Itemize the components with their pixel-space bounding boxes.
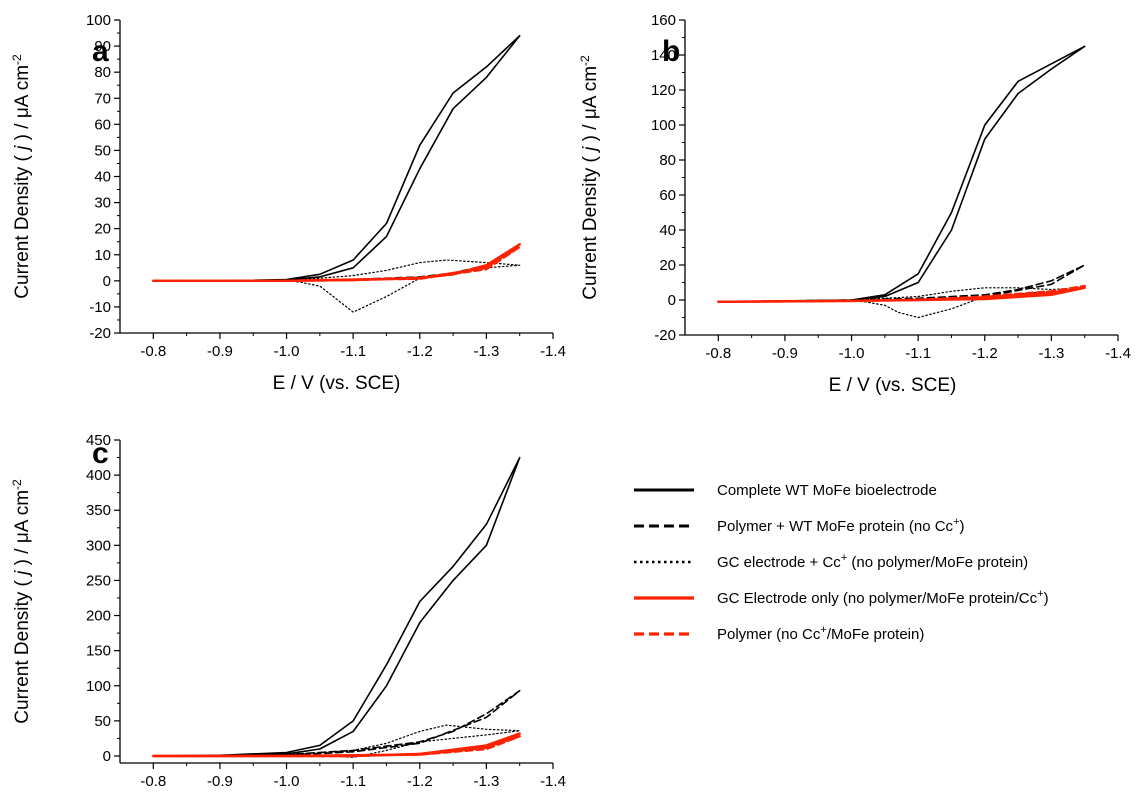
series-line bbox=[152, 243, 521, 282]
y-tick-label: 100 bbox=[86, 678, 111, 695]
y-tick-label: 160 bbox=[651, 12, 676, 29]
series-line bbox=[152, 245, 521, 282]
series-line bbox=[152, 259, 521, 313]
legend-label: GC Electrode only (no polymer/MoFe prote… bbox=[717, 588, 1049, 607]
y-tick-label: 400 bbox=[86, 467, 111, 484]
series-line bbox=[152, 735, 521, 758]
legend-item: GC electrode + Cc+​ (no polymer/MoFe pro… bbox=[634, 552, 1028, 571]
legend-item: Polymer + WT MoFe protein (no Cc+​) bbox=[634, 516, 965, 535]
y-tick-label: 150 bbox=[86, 643, 111, 660]
x-tick-label: -1.2 bbox=[407, 343, 433, 360]
panel-letter: a bbox=[92, 35, 109, 68]
y-axis-label: Current Density ( j ) / μA cm-2 bbox=[10, 479, 33, 724]
y-tick-label: 0 bbox=[103, 273, 111, 290]
x-tick-label: -1.1 bbox=[340, 343, 366, 360]
y-tick-label: 20 bbox=[659, 257, 676, 274]
series-line bbox=[152, 246, 521, 282]
chart-panel-b: -20 0 20 40 60 80 100 120 140 160 -0.8 -0.9 -1.0 -1.1… bbox=[578, 12, 1131, 396]
x-tick-label: -0.9 bbox=[207, 773, 233, 790]
y-tick-label: 120 bbox=[651, 82, 676, 99]
x-axis-label: E / V (vs. SCE) bbox=[829, 375, 957, 396]
legend-label: Polymer (no Cc+​/MoFe protein) bbox=[717, 624, 924, 643]
legend-item: Polymer (no Cc+​/MoFe protein) bbox=[634, 624, 924, 643]
x-tick-label: -0.9 bbox=[772, 345, 798, 362]
x-tick-label: -1.3 bbox=[473, 773, 499, 790]
series-line bbox=[717, 284, 1086, 303]
y-tick-label: 0 bbox=[103, 748, 111, 765]
x-tick-label: -1.1 bbox=[905, 345, 931, 362]
panel-letter: c bbox=[92, 437, 109, 470]
legend-label: Complete WT MoFe bioelectrode bbox=[717, 482, 937, 499]
y-tick-label: 100 bbox=[651, 117, 676, 134]
legend-item: GC Electrode only (no polymer/MoFe prote… bbox=[634, 588, 1049, 607]
y-axis-label: Current Density ( j ) / μA cm-2 bbox=[10, 54, 33, 299]
y-tick-label: 50 bbox=[94, 142, 111, 159]
x-tick-label: -1.0 bbox=[274, 773, 300, 790]
legend: Complete WT MoFe bioelectrode Polymer + W… bbox=[634, 482, 1049, 643]
series-line bbox=[152, 34, 521, 282]
x-tick-label: -1.0 bbox=[839, 345, 865, 362]
y-tick-label: 250 bbox=[86, 572, 111, 589]
series-line bbox=[152, 689, 521, 757]
y-tick-label: -10 bbox=[89, 299, 111, 316]
series-line bbox=[152, 456, 521, 757]
x-tick-label: -1.1 bbox=[340, 773, 366, 790]
legend-label: Polymer + WT MoFe protein (no Cc+​) bbox=[717, 516, 965, 535]
legend-item: Complete WT MoFe bioelectrode bbox=[634, 482, 937, 499]
x-tick-label: -1.4 bbox=[540, 343, 566, 360]
x-tick-label: -1.3 bbox=[473, 343, 499, 360]
x-tick-label: -1.3 bbox=[1038, 345, 1064, 362]
series-line bbox=[717, 45, 1086, 303]
y-tick-label: 100 bbox=[86, 12, 111, 29]
y-tick-label: 10 bbox=[94, 247, 111, 264]
x-tick-label: -0.8 bbox=[140, 343, 166, 360]
y-tick-label: 30 bbox=[94, 195, 111, 212]
y-tick-label: 200 bbox=[86, 608, 111, 625]
x-tick-label: -1.2 bbox=[972, 345, 998, 362]
y-axis-label: Current Density ( j ) / μA cm-2 bbox=[578, 55, 601, 300]
y-tick-label: 80 bbox=[94, 64, 111, 81]
y-tick-label: 450 bbox=[86, 432, 111, 449]
y-tick-label: 140 bbox=[651, 47, 676, 64]
panel-letter: b bbox=[662, 35, 680, 68]
y-tick-label: 20 bbox=[94, 221, 111, 238]
x-tick-label: -0.8 bbox=[705, 345, 731, 362]
y-tick-label: 60 bbox=[659, 187, 676, 204]
y-tick-label: -20 bbox=[654, 327, 676, 344]
y-tick-label: 350 bbox=[86, 502, 111, 519]
y-tick-label: 60 bbox=[94, 116, 111, 133]
x-tick-label: -0.8 bbox=[140, 773, 166, 790]
y-tick-label: 90 bbox=[94, 38, 111, 55]
y-tick-label: -20 bbox=[89, 325, 111, 342]
x-tick-label: -1.4 bbox=[540, 773, 566, 790]
y-tick-label: 0 bbox=[668, 292, 676, 309]
legend-label: GC electrode + Cc+​ (no polymer/MoFe pro… bbox=[717, 552, 1028, 571]
x-axis-label: E / V (vs. SCE) bbox=[273, 373, 401, 394]
y-tick-label: 70 bbox=[94, 90, 111, 107]
x-tick-label: -0.9 bbox=[207, 343, 233, 360]
x-tick-label: -1.4 bbox=[1105, 345, 1131, 362]
y-tick-label: 40 bbox=[659, 222, 676, 239]
x-tick-label: -1.0 bbox=[274, 343, 300, 360]
y-tick-label: 300 bbox=[86, 537, 111, 554]
y-tick-label: 50 bbox=[94, 713, 111, 730]
y-tick-label: 40 bbox=[94, 169, 111, 186]
x-tick-label: -1.2 bbox=[407, 773, 433, 790]
y-tick-label: 80 bbox=[659, 152, 676, 169]
chart-panel-c: 0 50 100 150 200 250 300 350 400 450 -0.8 -0.9 -1.0 -… bbox=[10, 432, 566, 790]
chart-panel-a: -20 -10 0 10 20 30 40 50 60 70 80 90 100 -0.8 -0.9 -1.0… bbox=[10, 12, 566, 394]
